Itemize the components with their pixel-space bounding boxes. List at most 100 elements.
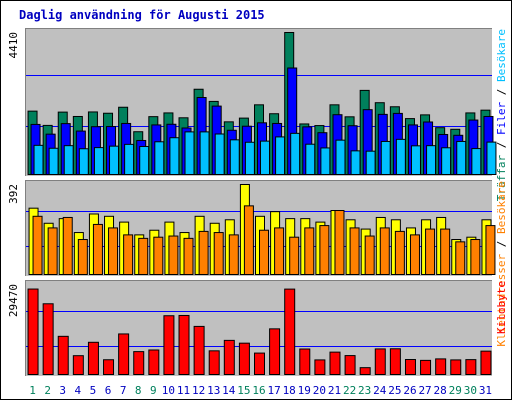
top-bar-beskare-day-23	[365, 150, 376, 175]
bottom-bar-kilobyte-day-23	[359, 367, 371, 375]
middle-bar-beskare-day-2	[47, 227, 58, 276]
bottom-bar-kilobyte-day-5	[87, 341, 99, 376]
bottom-bar-kilobyte-day-8	[133, 351, 145, 376]
bottom-bar-kilobyte-day-3	[57, 335, 69, 376]
middle-bar-beskare-day-24	[379, 227, 390, 276]
x-tick-label-day-27: 27	[418, 384, 431, 397]
bottom-bar-kilobyte-day-12	[193, 325, 205, 376]
middle-bar-beskare-day-8	[138, 237, 149, 276]
x-tick-label-day-21: 21	[328, 384, 341, 397]
middle-bar-beskare-day-20	[319, 225, 330, 275]
top-bar-beskare-day-9	[154, 141, 165, 175]
bottom-bar-kilobyte-day-26	[404, 359, 416, 376]
top-bar-beskare-day-15	[244, 141, 255, 175]
x-tick-label-day-14: 14	[222, 384, 236, 397]
x-tick-label-day-24: 24	[373, 384, 387, 397]
top-bar-beskare-day-1	[33, 144, 44, 175]
middle-bar-beskare-day-10	[168, 235, 179, 276]
top-legend-part-3: Filer	[495, 101, 508, 134]
middle-bar-beskare-day-31	[485, 225, 496, 275]
middle-ymax-label: 392	[7, 184, 20, 204]
top-bar-beskare-day-7	[124, 143, 135, 175]
x-tick-label-day-8: 8	[135, 384, 142, 397]
top-bar-beskare-day-19	[305, 143, 316, 176]
middle-bar-beskare-day-3	[62, 216, 73, 275]
x-tick-label-day-31: 31	[479, 384, 492, 397]
x-tick-label-day-16: 16	[252, 384, 265, 397]
x-tick-label-day-2: 2	[44, 384, 51, 397]
bottom-bar-kilobyte-day-2	[42, 303, 54, 375]
top-bar-beskare-day-22	[350, 150, 361, 175]
middle-bar-beskare-day-11	[183, 237, 194, 276]
top-bar-beskare-day-31	[486, 141, 497, 175]
x-tick-label-day-10: 10	[162, 384, 175, 397]
middle-bar-beskare-day-23	[364, 235, 375, 276]
bottom-bar-kilobyte-day-24	[374, 348, 386, 375]
bottom-bar-kilobyte-day-25	[389, 348, 401, 376]
x-tick-label-day-26: 26	[403, 384, 416, 397]
middle-bar-beskare-day-9	[153, 236, 164, 275]
top-bar-beskare-day-26	[410, 145, 421, 175]
middle-bar-beskare-day-21	[334, 210, 345, 275]
bottom-bar-kilobyte-day-16	[254, 352, 265, 375]
middle-bar-beskare-day-29	[455, 241, 466, 275]
top-legend: Träffar / Filer / Besökare	[495, 29, 508, 201]
top-bar-beskare-day-12	[199, 131, 210, 176]
x-tick-label-day-9: 9	[150, 384, 157, 397]
middle-legend-part-1: Klientadresser	[495, 253, 508, 346]
x-tick-label-day-17: 17	[267, 384, 280, 397]
middle-bar-beskare-day-16	[259, 229, 269, 276]
bottom-bar-kilobyte-day-22	[344, 355, 356, 375]
middle-bar-beskare-day-26	[409, 234, 420, 275]
top-legend-part-5: Besökare	[495, 29, 508, 82]
middle-bar-beskare-day-1	[32, 215, 43, 276]
chart-title: Daglig användning för Augusti 2015	[19, 8, 265, 22]
top-bar-beskare-day-14	[229, 139, 240, 176]
x-tick-label-day-6: 6	[105, 384, 112, 397]
top-bar-beskare-day-3	[63, 145, 74, 175]
bottom-ymax-label: 29470	[7, 284, 20, 317]
x-tick-label-day-7: 7	[120, 384, 127, 397]
bottom-bar-kilobyte-day-31	[480, 350, 492, 375]
top-bar-beskare-day-25	[395, 138, 406, 175]
middle-bar-beskare-day-27	[425, 228, 436, 275]
bottom-bar-kilobyte-day-13	[208, 350, 220, 375]
x-tick-label-day-18: 18	[283, 384, 296, 397]
x-tick-label-day-29: 29	[449, 384, 462, 397]
bottom-legend-part-1: Kilobyte	[495, 281, 508, 334]
bottom-bar-kilobyte-day-29	[450, 359, 462, 376]
middle-bar-beskare-day-7	[123, 234, 134, 275]
top-bar-beskare-day-4	[78, 148, 89, 176]
top-bar-beskare-day-24	[380, 140, 391, 175]
middle-bar-beskare-day-28	[440, 228, 451, 275]
top-bar-beskare-day-29	[456, 140, 467, 175]
x-tick-label-day-13: 13	[207, 384, 220, 397]
x-tick-label-day-3: 3	[59, 384, 66, 397]
middle-legend-part-3: Besökare	[495, 181, 508, 234]
x-tick-label-day-5: 5	[90, 384, 97, 397]
top-bar-beskare-day-16	[260, 140, 270, 175]
bottom-bar-kilobyte-day-21	[329, 351, 341, 375]
middle-bar-beskare-day-18	[289, 236, 300, 275]
bottom-bar-kilobyte-day-11	[178, 314, 190, 375]
middle-bar-beskare-day-25	[394, 230, 405, 275]
middle-bar-beskare-day-17	[274, 227, 285, 276]
bottom-bar-kilobyte-day-9	[148, 349, 160, 375]
top-legend-part-2: /	[495, 135, 508, 155]
x-tick-label-day-22: 22	[343, 384, 356, 397]
top-bar-beskare-day-28	[441, 147, 452, 176]
x-tick-label-day-15: 15	[237, 384, 250, 397]
top-bar-beskare-day-18	[290, 132, 301, 176]
top-bar-beskare-day-17	[275, 136, 286, 176]
x-tick-label-day-11: 11	[177, 384, 190, 397]
bottom-bar-kilobyte-day-20	[314, 359, 326, 376]
top-bar-beskare-day-30	[471, 148, 482, 175]
top-ymax-label: 4410	[7, 32, 20, 59]
x-tick-label-day-30: 30	[464, 384, 477, 397]
top-bar-beskare-day-27	[426, 145, 437, 175]
top-legend-part-4: /	[495, 82, 508, 102]
x-tick-label-day-12: 12	[192, 384, 205, 397]
middle-bar-beskare-day-30	[470, 239, 481, 275]
